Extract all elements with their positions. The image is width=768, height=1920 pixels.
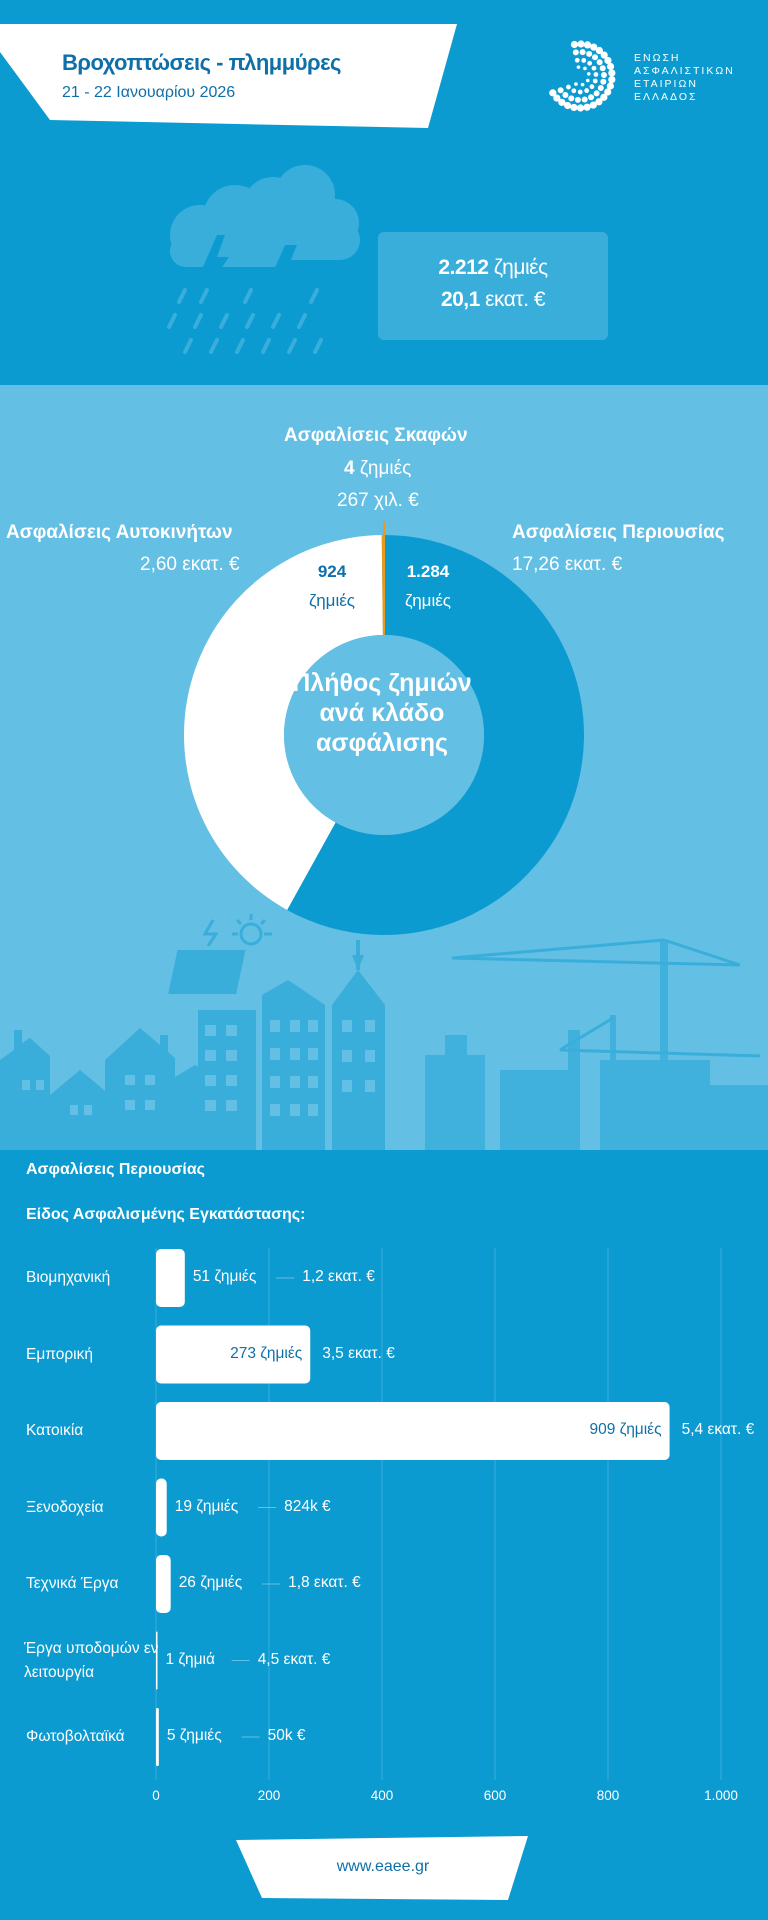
donut-section: Ασφαλίσεις Σκαφών 4 ζημιές 267 χιλ. € Ασ… [0,385,768,1150]
car-insurance-claims-label: 924 ζημιές [309,562,355,610]
category-label: Εμπορική [26,1345,93,1363]
bar-6 [156,1708,159,1766]
category-label: Βιομηχανική [26,1269,111,1286]
x-tick-label: 200 [257,1788,281,1803]
bar-5 [156,1631,158,1690]
property-insurance-title: Ασφαλίσεις Περιουσίας [512,522,725,543]
bar-value-label: 19 ζημιές [174,1497,239,1515]
bar-chart [155,1248,722,1780]
eaee-logo-icon [549,40,616,112]
summary-amount: 20,1 εκατ. € [440,288,546,311]
car-insurance-amount: 2,60 εκατ. € [140,554,240,575]
car-insurance-title: Ασφαλίσεις Αυτοκινήτων [6,522,233,543]
x-tick-label: 600 [483,1788,507,1803]
website-link[interactable]: www.eaee.gr [336,1858,430,1875]
category-label: Φωτοβολταϊκά [26,1728,125,1745]
boat-insurance-claims: 4 ζημιές [344,458,412,479]
event-date: 21 - 22 Ιανουαρίου 2026 [62,84,236,101]
boat-insurance-amount: 267 χιλ. € [337,490,419,511]
x-tick-label: 1.000 [704,1788,738,1803]
bar-1 [156,1325,311,1384]
bar-amount-label: 50k € [267,1727,306,1744]
bar-0 [156,1249,185,1307]
bar-amount-label: 4,5 εκατ. € [257,1650,331,1668]
summary-box: 2.212 ζημιές 20,1 εκατ. € [378,232,608,340]
donut-slice-property [287,535,584,935]
category-label: Κατοικία [26,1422,84,1439]
bar-section: Ασφαλίσεις Περιουσίας Είδος Ασφαλισμένης… [0,1150,768,1920]
property-insurance-claims-label: 1.284 ζημιές [405,562,451,610]
category-label: Τεχνικά Έργα [26,1575,119,1592]
summary-claims: 2.212 ζημιές [438,256,548,279]
property-insurance-amount: 17,26 εκατ. € [512,554,623,575]
x-tick-label: 800 [596,1788,620,1803]
bar-value-label: 1 ζημιά [165,1650,215,1668]
bar-amount-label: 3,5 εκατ. € [322,1344,395,1362]
donut-slice-car [184,535,383,910]
bar-amount-label: 1,8 εκατ. € [288,1574,361,1591]
storm-cloud-icon [167,165,360,354]
city-skyline-icon [0,914,768,1150]
bar-4 [156,1555,171,1613]
footer-banner [236,1836,528,1900]
title-banner [0,24,457,128]
donut-center-title: Πλήθος ζημιών ανά κλάδο ασφάλισης [292,669,472,757]
bar-2 [156,1402,670,1460]
bar-value-label: 51 ζημιές [192,1268,257,1285]
donut-hole [284,635,484,835]
category-label: Έργα υποδομών εν λειτουργία [24,1639,159,1681]
bar-value-label: 26 ζημιές [178,1574,243,1591]
bar-amount-label: 5,4 εκατ. € [681,1421,755,1438]
bar-section-subtitle: Είδος Ασφαλισμένης Εγκατάστασης: [26,1206,306,1223]
bar-value-label: 5 ζημιές [166,1727,222,1744]
bar-section-title: Ασφαλίσεις Περιουσίας [26,1161,205,1178]
page-title: Βροχοπτώσεις - πλημμύρες [62,50,341,75]
bar-3 [156,1478,167,1537]
bar-amount-label: 1,2 εκατ. € [302,1268,375,1285]
header-section: Βροχοπτώσεις - πλημμύρες 21 - 22 Ιανουαρ… [0,0,768,385]
bar-amount-label: 824k € [284,1497,331,1515]
category-label: Ξενοδοχεία [26,1498,104,1516]
donut-chart [184,521,584,935]
logo-text: ΕΝΩΣΗ ΑΣΦΑΛΙΣΤΙΚΩΝ ΕΤΑΙΡΙΩΝ ΕΛΛΑΔΟΣ [634,52,735,103]
x-tick-label: 400 [370,1788,394,1803]
bar-value-label: 909 ζημιές [589,1421,662,1438]
boat-insurance-title: Ασφαλίσεις Σκαφών [284,425,468,446]
bar-value-label: 273 ζημιές [230,1344,303,1362]
x-tick-label: 0 [152,1788,160,1803]
